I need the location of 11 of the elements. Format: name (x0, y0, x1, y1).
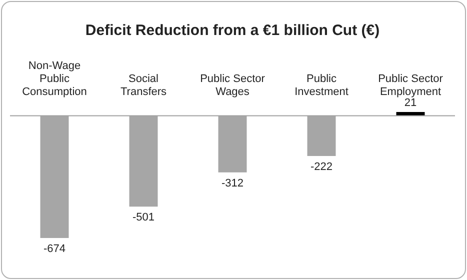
x-tick-label: Public Sector Wages (200, 72, 266, 98)
data-label: -674 (43, 243, 66, 255)
data-label: -312 (221, 177, 244, 190)
x-tick-label: Public Sector Employment (378, 72, 444, 98)
data-label: -222 (310, 161, 333, 174)
x-tick-label: Public Investment (294, 72, 348, 98)
data-label: 21 (404, 97, 417, 109)
x-tick-label: Social Transfers (120, 72, 168, 98)
x-tick-label: Non-Wage Public Consumption (22, 60, 87, 98)
chart-title: Deficit Reduction from a €1 billion Cut (€) (85, 22, 380, 39)
data-label: -501 (132, 212, 155, 224)
